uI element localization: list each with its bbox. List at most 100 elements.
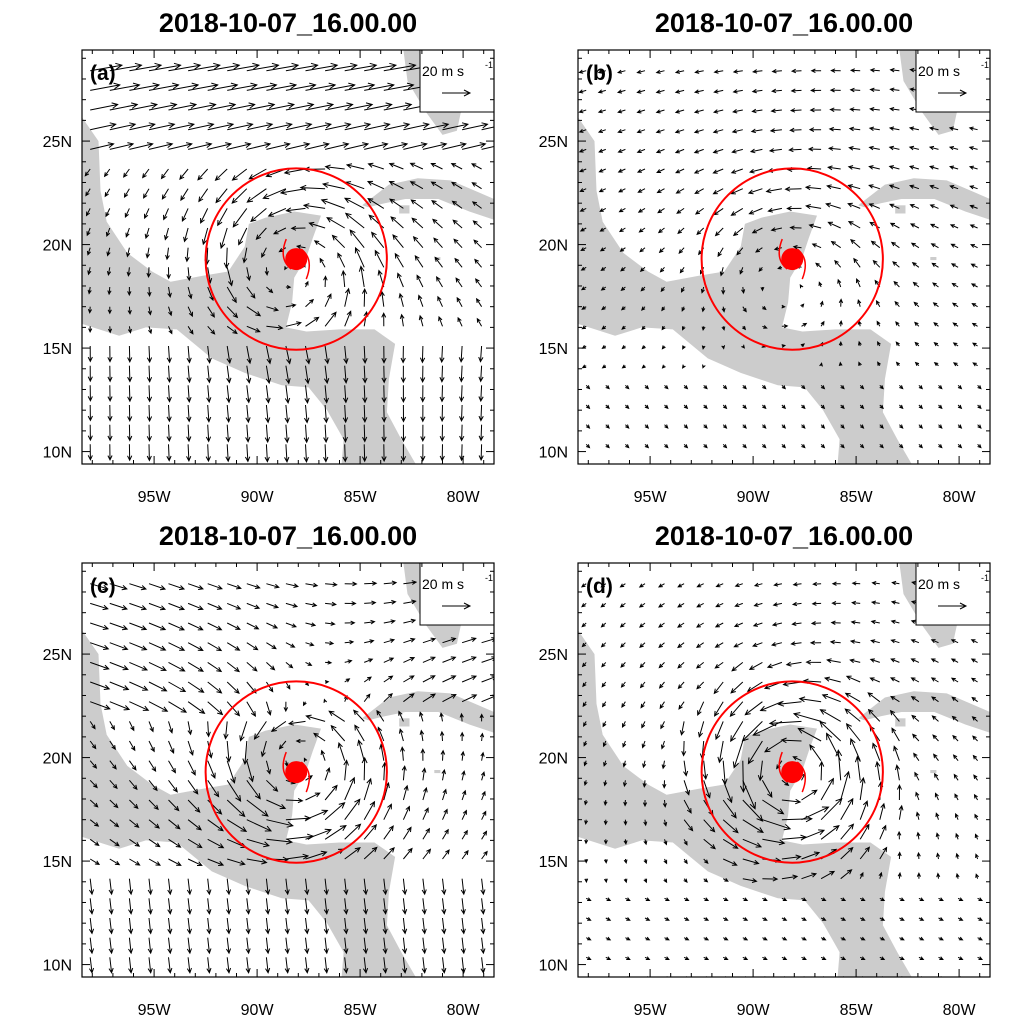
wind-vector [578,89,587,94]
wind-vector [442,788,447,801]
wind-vector [227,463,228,464]
wind-vector [403,618,417,624]
wind-vector [107,365,113,383]
wind-vector [400,444,407,462]
wind-vector [461,122,489,131]
wind-vector [323,957,329,974]
wind-vector [655,129,665,134]
wind-vector [168,82,200,91]
wind-vector [801,956,807,960]
wind-vector [599,227,607,232]
wind-vector [88,937,95,955]
wind-vector [475,297,483,307]
land-mass [494,789,498,797]
wind-vector [801,851,821,860]
wind-vector [148,721,154,733]
wind-vector [90,82,121,91]
reference-vector-box: 20 m s -1 [419,562,495,626]
wind-vector [617,148,626,153]
wind-vector [225,385,232,404]
wind-vector [838,319,843,327]
wind-vector [742,858,760,865]
wind-vector [109,122,137,131]
wind-vector [89,799,99,808]
wind-vector [324,824,347,840]
wind-vector [207,463,209,464]
wind-vector [655,148,665,154]
wind-vector [703,819,716,833]
wind-vector [205,424,212,443]
wind-vector [441,898,447,915]
wind-vector [363,676,372,683]
wind-vector [820,777,834,801]
wind-vector [911,261,920,268]
reference-vector-arrow [442,602,472,610]
wind-vector [481,810,487,820]
wind-vector [889,677,900,683]
wind-vector [915,791,920,801]
wind-vector [820,917,827,921]
wind-vector [758,266,763,272]
wind-vector [285,285,292,290]
wind-vector [246,325,261,333]
wind-vector [664,936,670,941]
wind-vector [400,365,406,384]
wind-vector [279,188,306,195]
wind-vector [932,753,939,761]
wind-vector [324,164,345,171]
wind-vector [264,444,270,463]
wind-vector [662,799,667,808]
wind-vector [938,897,944,901]
wind-vector [124,208,130,219]
wind-vector [225,898,232,915]
wind-vector [168,681,187,693]
wind-vector [341,269,347,288]
wind-vector [851,600,861,606]
wind-vector [677,642,685,649]
wind-vector [246,622,260,630]
wind-vector [625,897,631,901]
wind-vector [188,82,219,91]
wind-vector [820,404,826,410]
wind-vector [473,239,482,249]
wind-vector [376,709,385,722]
wind-vector [354,246,365,268]
wind-vector [801,806,830,821]
wind-vector [148,799,159,811]
wind-vector [188,463,189,464]
wind-vector [867,692,881,703]
wind-vector [187,602,204,611]
wind-vector [771,68,782,74]
wind-vector [167,898,173,915]
wind-vector [381,444,387,463]
wind-vector [187,286,193,300]
wind-vector [480,917,486,935]
wind-vector [87,345,93,363]
wind-vector [403,142,428,150]
wind-vector [895,321,900,327]
wind-vector [352,709,365,722]
wind-vector [285,82,317,91]
wind-vector [845,675,861,683]
wind-vector [850,620,861,625]
wind-vector [603,839,608,845]
wind-vector [621,721,626,729]
wind-vector [930,639,939,644]
wind-vector [382,937,388,955]
wind-vector [840,936,847,941]
lat-tick-label: 20N [539,238,568,255]
wind-vector [909,204,920,209]
wind-vector [342,424,348,443]
wind-vector [762,424,767,429]
wind-vector [370,231,385,249]
wind-vector [142,168,150,179]
wind-vector [579,188,587,192]
wind-vector [148,82,180,91]
wind-vector [879,424,884,429]
wind-vector [869,658,880,663]
wind-vector [583,780,588,786]
wind-vector [770,227,783,232]
wind-vector [246,286,256,299]
wind-vector [207,661,223,673]
